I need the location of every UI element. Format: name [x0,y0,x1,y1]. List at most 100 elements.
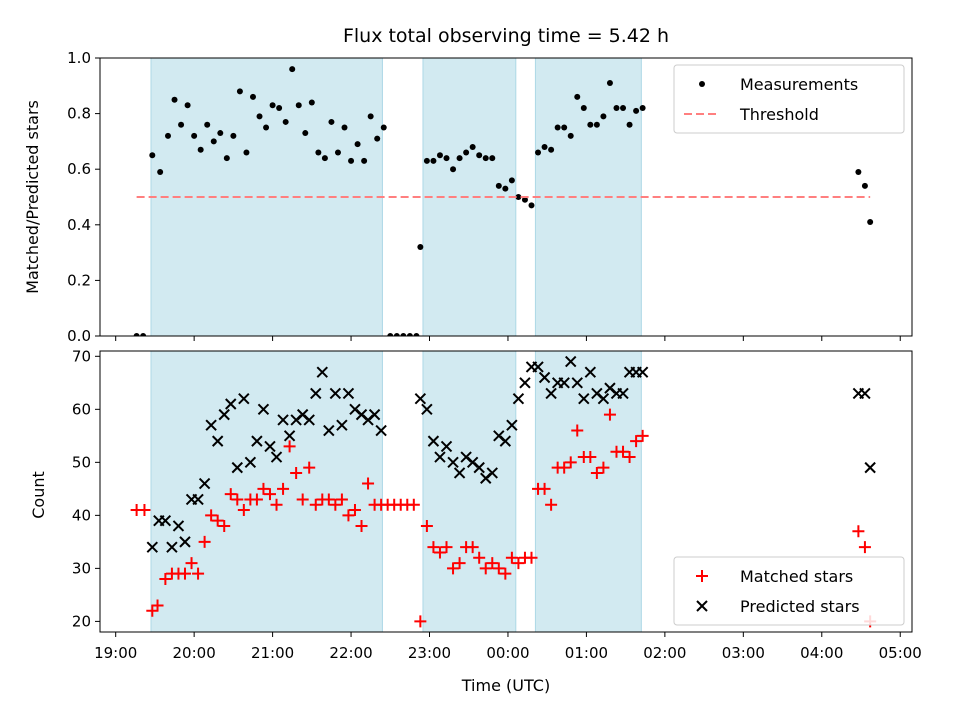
predicted-star-point [538,371,551,384]
predicted-star-point [303,414,315,426]
matched-star-point [486,557,499,570]
x-tick-label: 05:00 [879,644,922,662]
matched-star-point [414,615,427,628]
matched-star-point [466,541,479,554]
measurement-point [380,124,387,131]
measurement-point [626,121,633,128]
measurement-point [423,157,430,164]
matched-star-point [309,498,322,511]
predicted-star-point [146,541,159,553]
predicted-star-point [231,461,244,474]
y-tick-label: 20 [72,612,91,630]
matched-star-point [473,551,486,564]
predicted-star-point [636,366,649,378]
predicted-star-point [532,361,544,373]
matched-star-point [597,461,610,474]
y-tick-label: 0.6 [67,160,91,178]
measurement-point [361,157,368,164]
matched-star-point [198,535,211,548]
matched-star-point [571,424,584,437]
x-tick-label: 04:00 [800,644,843,662]
matched-star-point [512,557,525,570]
matched-star-point [852,525,865,538]
predicted-star-point [310,387,322,400]
measurement-point [249,93,256,100]
matched-star-point [636,429,649,442]
predicted-star-point [342,387,355,400]
predicted-star-point [323,424,335,437]
lower-panel-counts: 20 30 40 50 60 70 19:00 20:00 21:00 22:00 23:00 00:… [72,347,922,662]
matched-star-point [538,482,551,495]
predicted-star-point [499,435,512,447]
predicted-star-point [578,393,590,405]
predicted-star-point [192,493,204,506]
predicted-star-point [519,377,531,389]
matched-star-point [263,488,276,501]
measurement-point [417,244,424,251]
legend-box [673,556,905,626]
predicted-star-point [316,366,328,378]
matched-star-point [185,557,198,570]
measurement-point [133,333,140,336]
measurement-point [315,149,322,156]
matched-star-point [205,509,218,522]
legend: Measurements Threshold [673,64,905,134]
matched-star-point [224,488,237,501]
predicted-star-point [179,536,191,548]
matched-star-point [453,557,466,570]
predicted-star-point [375,424,387,437]
matched-star-point [355,519,368,532]
measurement-point [606,80,613,87]
predicted-star-point [597,393,610,405]
measurement-point [282,118,289,125]
matched-star-point [362,477,375,490]
measurement-point [276,105,283,112]
matched-star-point [329,498,342,511]
matched-star-point [211,514,224,527]
legend-label: Predicted stars [740,597,860,616]
predicted-star-point [166,541,178,553]
upper-panel-ratio: 0.0 0.2 0.4 0.6 0.8 1.0 Measurements Threshold [67,49,913,345]
legend: Matched stars Predicted stars [673,556,905,626]
y-tick-label: 40 [72,506,91,524]
y-tick-label: 0.8 [67,105,91,123]
matched-star-point [492,562,505,575]
measurement-point [328,118,335,125]
matched-star-point [348,504,361,517]
measurement-point [374,135,381,142]
matched-star-point [427,541,440,554]
matched-star-point [590,466,603,479]
measurement-point [450,166,457,173]
matched-star-point [257,482,270,495]
measurement-point [502,185,509,192]
y-tick-label: 0.2 [67,271,91,289]
predicted-star-point [506,419,518,431]
measurement-point [217,130,224,137]
measurement-point [620,105,627,112]
measurement-point [867,219,874,226]
measurement-point [289,66,296,73]
predicted-star-point [859,387,871,400]
measurement-point [334,149,341,156]
matched-star-point [237,504,250,517]
matched-star-point [584,451,597,464]
measurement-point [528,202,535,209]
matched-star-point [499,567,512,580]
measurement-point [256,113,263,120]
measurement-point [413,333,420,336]
data-layer [133,58,874,336]
y-axis-label-upper: Matched/Predicted stars [23,100,42,294]
predicted-star-point [251,435,263,447]
matched-star-point [192,567,205,580]
measurement-point [476,152,483,159]
predicted-star-point [218,408,230,421]
predicted-star-point [244,456,257,469]
measurement-point [348,157,355,164]
measurement-point [855,168,862,175]
predicted-star-point [159,514,172,527]
measurement-point [548,146,555,153]
predicted-star-point [571,377,583,389]
matched-star-point [420,519,433,532]
matched-star-point [151,599,164,612]
matched-star-point [407,498,420,511]
